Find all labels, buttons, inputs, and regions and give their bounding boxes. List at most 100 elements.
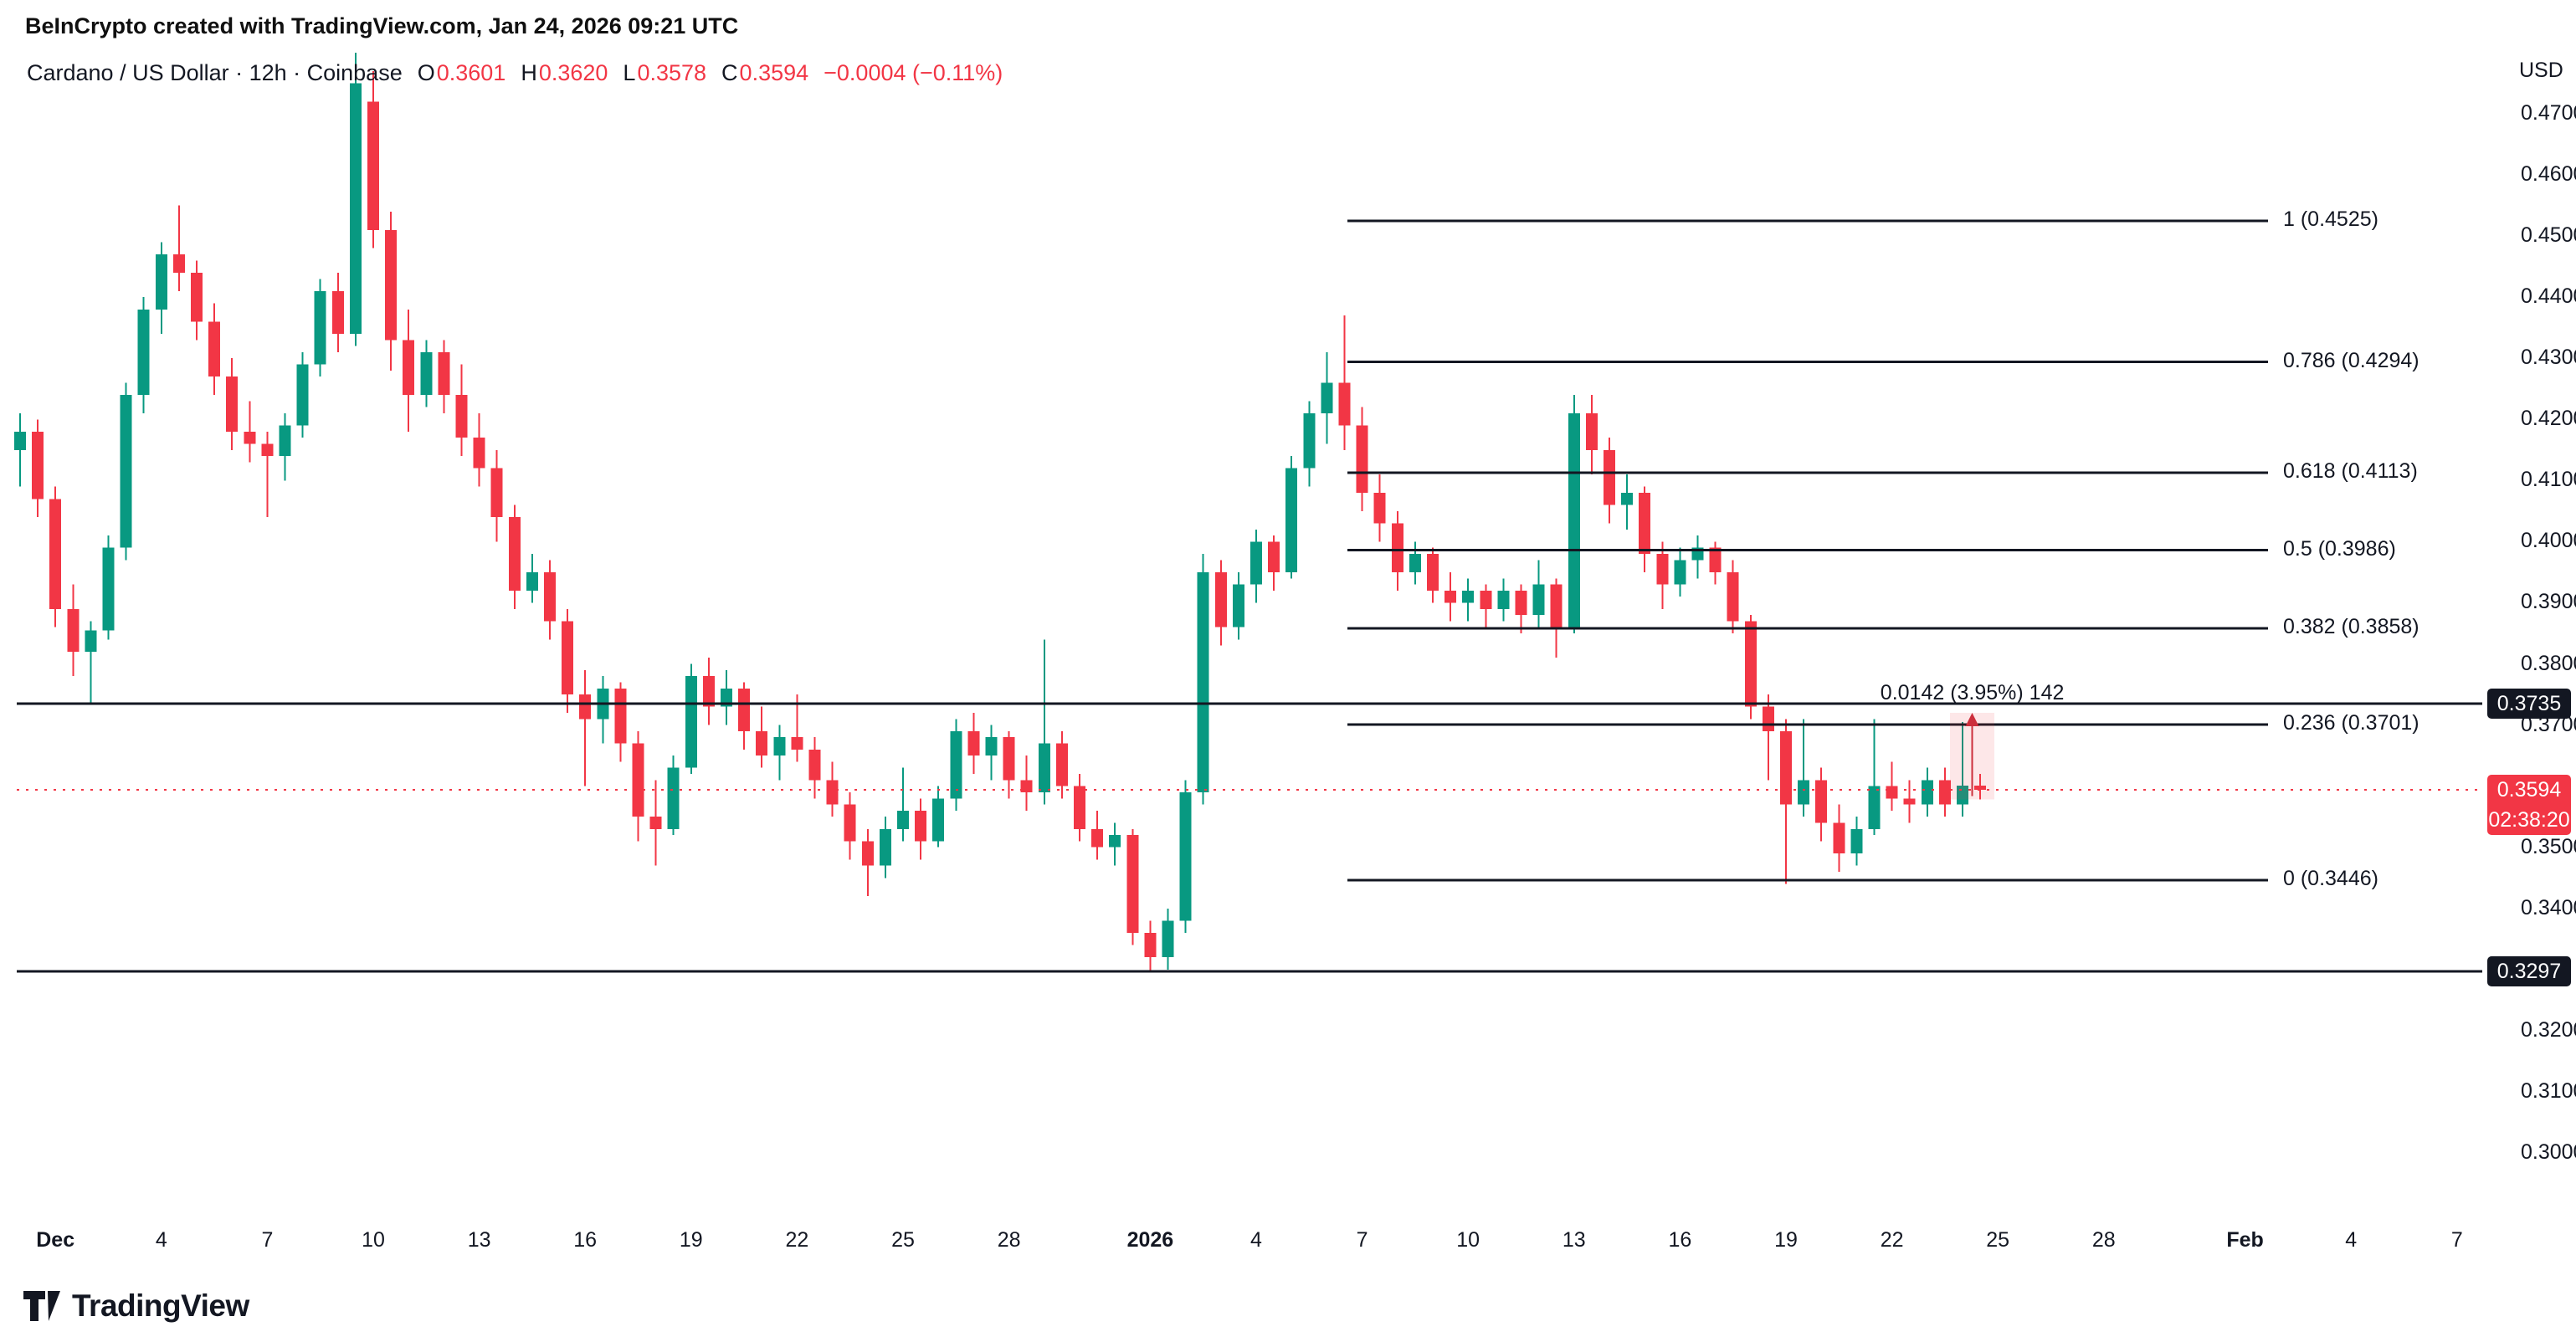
- ohlc-high: H 0.3620: [521, 60, 608, 86]
- candle: [1798, 719, 1810, 817]
- candle: [1303, 401, 1316, 487]
- candle: [279, 412, 291, 481]
- candle: [490, 449, 503, 542]
- candle: [1003, 730, 1015, 799]
- candle: [649, 780, 662, 866]
- candle: [1780, 719, 1792, 884]
- candle: [844, 791, 856, 860]
- candle: [1604, 438, 1615, 524]
- candle: [1091, 810, 1104, 860]
- candle: [102, 535, 115, 640]
- price-change: −0.0004 (−0.11%): [824, 60, 1003, 85]
- ohlc-high-label: H: [521, 60, 537, 85]
- candle: [1232, 571, 1244, 640]
- candle: [562, 608, 574, 713]
- candle: [1850, 817, 1863, 866]
- candle: [879, 817, 891, 878]
- candle: [967, 712, 980, 775]
- candle: [473, 412, 485, 487]
- candle: [950, 719, 962, 811]
- candle: [808, 737, 821, 799]
- candle: [1462, 578, 1475, 622]
- ohlc-low: L 0.3578: [623, 60, 706, 86]
- candle: [438, 340, 450, 413]
- ohlc-open-value: 0.3601: [436, 60, 506, 85]
- candle: [120, 382, 132, 561]
- candle: [1621, 474, 1634, 530]
- candle: [1568, 395, 1580, 634]
- candle: [349, 52, 362, 346]
- candle: [1197, 554, 1209, 805]
- candle: [1762, 694, 1774, 781]
- candle: [1321, 351, 1333, 444]
- candle: [1445, 571, 1457, 622]
- tradingview-logo-text: TradingView: [72, 1288, 249, 1323]
- candle: [1427, 547, 1439, 603]
- candle: [932, 786, 945, 848]
- candle: [208, 303, 221, 396]
- candle: [1020, 756, 1033, 811]
- candle: [1144, 920, 1157, 972]
- candle: [85, 621, 97, 704]
- candle: [1974, 774, 1987, 800]
- candle: [67, 584, 80, 677]
- candle: [1515, 584, 1527, 634]
- candle: [1109, 822, 1121, 866]
- candle: [702, 658, 715, 725]
- ohlc-low-label: L: [623, 60, 636, 85]
- candle: [1250, 529, 1262, 603]
- ohlc-close: C 0.3594: [721, 60, 808, 86]
- candle: [1179, 780, 1192, 934]
- candle: [14, 412, 26, 487]
- candle: [367, 70, 379, 248]
- candle: [1585, 395, 1598, 475]
- candle: [137, 297, 150, 413]
- candle: [1550, 578, 1563, 658]
- candle: [756, 706, 768, 768]
- candle: [614, 682, 627, 762]
- candle: [385, 211, 398, 371]
- ohlc-open-label: O: [417, 60, 435, 85]
- candle: [597, 676, 609, 744]
- candle: [32, 419, 44, 518]
- candle: [1815, 767, 1828, 842]
- candle: [897, 767, 909, 842]
- candle: [244, 401, 256, 463]
- candle: [1055, 730, 1068, 799]
- ohlc-close-value: 0.3594: [739, 60, 809, 85]
- candle: [226, 358, 239, 450]
- ohlc-open: O 0.3601: [418, 60, 506, 86]
- candle: [455, 364, 468, 457]
- candle: [1532, 560, 1545, 627]
- candle: [172, 205, 185, 291]
- candle: [1285, 456, 1298, 579]
- candle: [1038, 639, 1050, 805]
- candle: [579, 669, 592, 786]
- candle: [1674, 547, 1686, 597]
- candle: [791, 694, 803, 762]
- candle: [915, 798, 927, 860]
- candle: [314, 279, 326, 377]
- candle: [261, 431, 274, 518]
- ohlc-low-value: 0.3578: [637, 60, 707, 85]
- currency-toggle[interactable]: USD: [2519, 59, 2563, 82]
- tradingview-logo-icon: [23, 1291, 60, 1321]
- candle: [296, 351, 309, 438]
- candle: [1480, 584, 1492, 627]
- candle: [49, 486, 62, 627]
- candle: [773, 725, 786, 781]
- candle: [632, 730, 644, 842]
- candle: [1373, 474, 1386, 542]
- candle: [1639, 486, 1651, 572]
- candle: [826, 761, 839, 817]
- candle: [1338, 315, 1351, 450]
- symbol-title[interactable]: Cardano / US Dollar · 12h · Coinbase: [27, 60, 403, 85]
- tradingview-logo[interactable]: TradingView: [23, 1288, 249, 1324]
- candle: [1886, 761, 1898, 811]
- candle: [1921, 767, 1933, 817]
- candle: [738, 682, 751, 750]
- candle: [191, 260, 203, 341]
- candle: [1268, 535, 1280, 591]
- candle: [1409, 541, 1421, 585]
